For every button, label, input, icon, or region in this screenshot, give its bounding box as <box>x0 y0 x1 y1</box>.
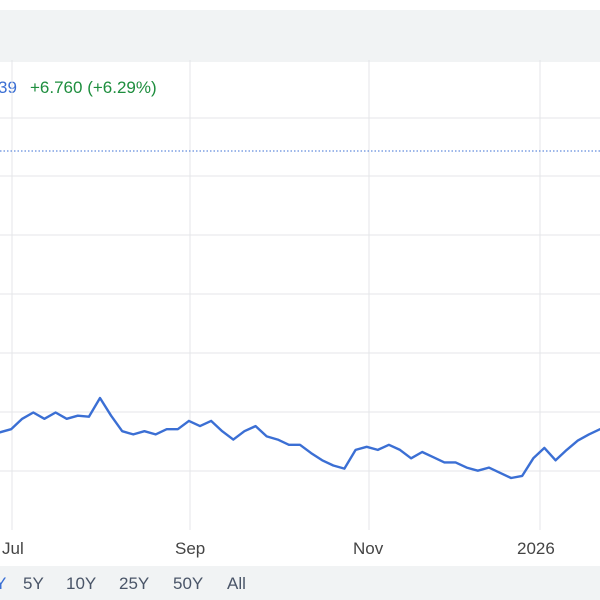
range-button-all[interactable]: All <box>227 574 246 593</box>
range-selector: Y 5Y 10Y 25Y 50Y All <box>0 566 600 600</box>
range-button-50y[interactable]: 50Y <box>173 574 204 593</box>
x-tick-label: Nov <box>353 539 384 558</box>
current-price: 39 <box>0 78 17 97</box>
price-chart[interactable]: Jul Sep Nov 2026 <box>0 60 600 565</box>
range-button-10y[interactable]: 10Y <box>66 574 97 593</box>
price-series-line <box>0 396 600 480</box>
x-tick-label: Jul <box>2 539 24 558</box>
x-tick-label: 2026 <box>517 539 555 558</box>
range-button-1y[interactable]: Y <box>0 574 7 593</box>
x-tick-label: Sep <box>175 539 205 558</box>
range-button-25y[interactable]: 25Y <box>119 574 150 593</box>
price-change: +6.760 (+6.29%) <box>30 78 157 97</box>
range-button-5y[interactable]: 5Y <box>23 574 44 593</box>
chart-toolbar <box>0 0 600 62</box>
